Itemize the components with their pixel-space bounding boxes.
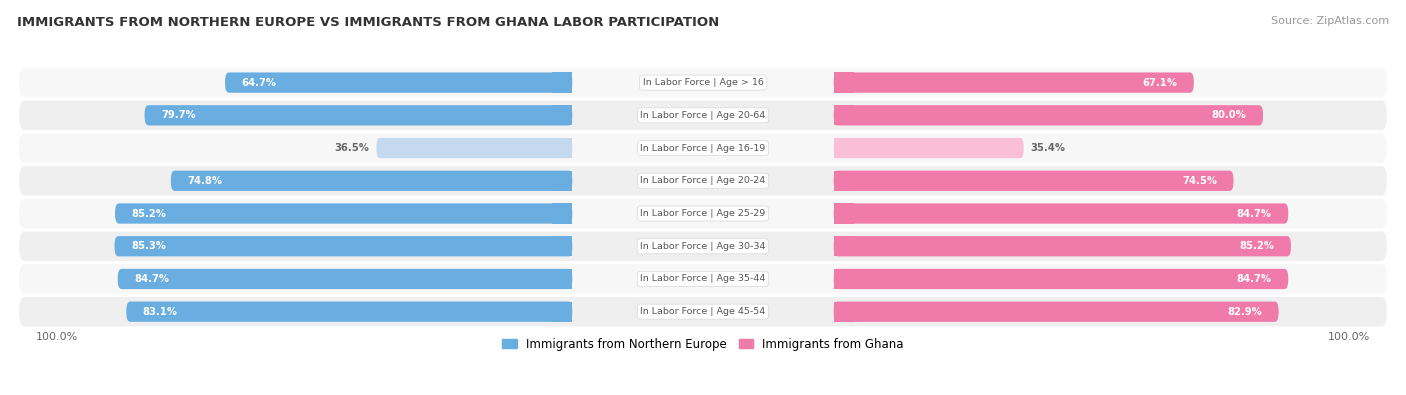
- Text: 36.5%: 36.5%: [335, 143, 370, 153]
- FancyBboxPatch shape: [834, 171, 1233, 191]
- Bar: [551, 301, 572, 322]
- FancyBboxPatch shape: [834, 269, 1288, 289]
- Text: 82.9%: 82.9%: [1227, 307, 1263, 317]
- Text: 85.2%: 85.2%: [132, 209, 166, 218]
- FancyBboxPatch shape: [114, 236, 572, 256]
- Bar: [551, 236, 572, 256]
- Text: IMMIGRANTS FROM NORTHERN EUROPE VS IMMIGRANTS FROM GHANA LABOR PARTICIPATION: IMMIGRANTS FROM NORTHERN EUROPE VS IMMIG…: [17, 16, 718, 29]
- Text: 83.1%: 83.1%: [143, 307, 177, 317]
- FancyBboxPatch shape: [834, 72, 1194, 93]
- Text: Source: ZipAtlas.com: Source: ZipAtlas.com: [1271, 16, 1389, 26]
- Text: 84.7%: 84.7%: [1237, 274, 1272, 284]
- FancyBboxPatch shape: [834, 138, 1024, 158]
- Text: 85.2%: 85.2%: [1240, 241, 1274, 251]
- Bar: [834, 72, 855, 93]
- Bar: [834, 138, 855, 158]
- Bar: [834, 301, 855, 322]
- Legend: Immigrants from Northern Europe, Immigrants from Ghana: Immigrants from Northern Europe, Immigra…: [498, 333, 908, 355]
- Bar: [551, 72, 572, 93]
- Bar: [834, 203, 855, 224]
- FancyBboxPatch shape: [834, 203, 1288, 224]
- FancyBboxPatch shape: [20, 199, 1386, 228]
- Text: 100.0%: 100.0%: [35, 332, 77, 342]
- Text: In Labor Force | Age 30-34: In Labor Force | Age 30-34: [640, 242, 766, 251]
- Bar: [834, 269, 855, 289]
- Text: 35.4%: 35.4%: [1031, 143, 1066, 153]
- FancyBboxPatch shape: [20, 264, 1386, 294]
- FancyBboxPatch shape: [20, 68, 1386, 97]
- FancyBboxPatch shape: [127, 301, 572, 322]
- Text: In Labor Force | Age 35-44: In Labor Force | Age 35-44: [640, 275, 766, 284]
- Text: In Labor Force | Age 20-64: In Labor Force | Age 20-64: [640, 111, 766, 120]
- FancyBboxPatch shape: [20, 101, 1386, 130]
- Text: 80.0%: 80.0%: [1212, 110, 1247, 120]
- Text: 84.7%: 84.7%: [134, 274, 169, 284]
- Bar: [551, 171, 572, 191]
- Text: 79.7%: 79.7%: [162, 110, 195, 120]
- Text: 74.8%: 74.8%: [187, 176, 222, 186]
- Bar: [834, 171, 855, 191]
- Text: 100.0%: 100.0%: [1329, 332, 1371, 342]
- FancyBboxPatch shape: [115, 203, 572, 224]
- Text: 67.1%: 67.1%: [1142, 77, 1177, 88]
- Text: In Labor Force | Age 25-29: In Labor Force | Age 25-29: [640, 209, 766, 218]
- Bar: [551, 105, 572, 126]
- FancyBboxPatch shape: [20, 297, 1386, 326]
- Text: 74.5%: 74.5%: [1182, 176, 1218, 186]
- Text: 85.3%: 85.3%: [131, 241, 166, 251]
- Text: In Labor Force | Age 16-19: In Labor Force | Age 16-19: [640, 143, 766, 152]
- FancyBboxPatch shape: [20, 166, 1386, 196]
- Bar: [834, 105, 855, 126]
- Bar: [834, 236, 855, 256]
- FancyBboxPatch shape: [20, 231, 1386, 261]
- FancyBboxPatch shape: [834, 236, 1291, 256]
- FancyBboxPatch shape: [225, 72, 572, 93]
- FancyBboxPatch shape: [172, 171, 572, 191]
- Bar: [551, 203, 572, 224]
- Bar: [551, 269, 572, 289]
- Text: In Labor Force | Age 45-54: In Labor Force | Age 45-54: [640, 307, 766, 316]
- Text: In Labor Force | Age > 16: In Labor Force | Age > 16: [643, 78, 763, 87]
- FancyBboxPatch shape: [118, 269, 572, 289]
- FancyBboxPatch shape: [145, 105, 572, 126]
- Bar: [551, 138, 572, 158]
- FancyBboxPatch shape: [20, 134, 1386, 163]
- FancyBboxPatch shape: [834, 105, 1263, 126]
- Text: In Labor Force | Age 20-24: In Labor Force | Age 20-24: [640, 176, 766, 185]
- Text: 64.7%: 64.7%: [242, 77, 277, 88]
- FancyBboxPatch shape: [377, 138, 572, 158]
- FancyBboxPatch shape: [834, 301, 1278, 322]
- Text: 84.7%: 84.7%: [1237, 209, 1272, 218]
